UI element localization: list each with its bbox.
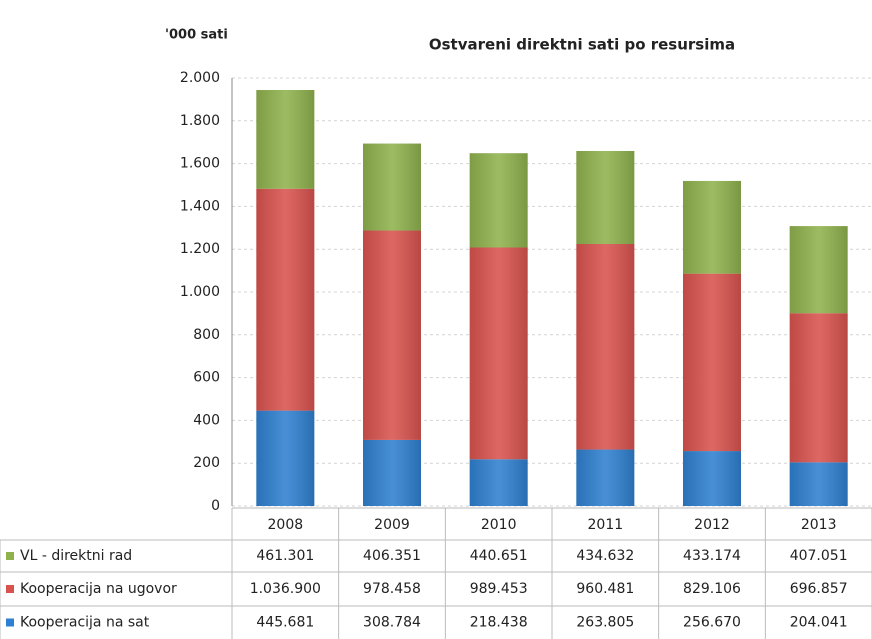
y-tick-label: 200 [193, 455, 220, 471]
bar-shade [256, 410, 315, 506]
y-tick-label: 1.400 [180, 198, 220, 214]
y-tick-label: 1.800 [180, 113, 220, 129]
bar-shade [469, 247, 528, 460]
data-label: 263.805 [576, 615, 634, 631]
data-label: 406.351 [363, 548, 421, 564]
data-label: 989.453 [470, 581, 528, 597]
data-label: 434.632 [576, 548, 634, 564]
data-label: 696.857 [790, 581, 848, 597]
x-tick-label: 2009 [374, 517, 410, 533]
data-label: 433.174 [683, 548, 741, 564]
bar-shade [789, 226, 848, 314]
data-label: 407.051 [790, 548, 848, 564]
y-tick-label: 800 [193, 327, 220, 343]
bar-shade [256, 90, 315, 189]
data-label: 960.481 [576, 581, 634, 597]
bar-shade [683, 451, 741, 506]
legend-label: VL - direktni rad [20, 548, 132, 564]
x-tick-label: 2013 [801, 517, 837, 533]
data-label: 445.681 [256, 615, 314, 631]
x-tick-label: 2010 [481, 517, 517, 533]
legend-label: Kooperacija na ugovor [20, 581, 177, 597]
y-tick-label: 600 [193, 370, 220, 386]
data-label: 308.784 [363, 615, 421, 631]
bar-shade [363, 230, 421, 440]
legend-swatch [6, 552, 14, 560]
data-label: 256.670 [683, 615, 741, 631]
data-label: 218.438 [470, 615, 528, 631]
data-label: 978.458 [363, 581, 421, 597]
bar-shade [469, 153, 528, 248]
y-tick-label: 1.600 [180, 156, 220, 172]
data-label: 440.651 [470, 548, 528, 564]
x-tick-label: 2011 [588, 517, 624, 533]
data-label: 829.106 [683, 581, 741, 597]
legend-label: Kooperacija na sat [20, 615, 150, 631]
y-tick-label: 2.000 [180, 70, 220, 86]
bar-shade [683, 273, 741, 452]
bar-shade [576, 244, 635, 450]
bar-shade [576, 449, 635, 506]
data-label: 1.036.900 [250, 581, 321, 597]
y-tick-label: 1.000 [180, 284, 220, 300]
bar-shade [789, 462, 848, 506]
data-label: 204.041 [790, 615, 848, 631]
legend-swatch [6, 618, 14, 627]
bar-shade [683, 180, 741, 274]
x-tick-label: 2008 [268, 517, 304, 533]
y-tick-label: 400 [193, 412, 220, 428]
bar-shade [469, 459, 528, 506]
chart-title: Ostvareni direktni sati po resursima [429, 36, 735, 54]
legend-swatch [6, 585, 14, 593]
y-tick-label: 0 [211, 498, 220, 514]
y-tick-label: 1.200 [180, 241, 220, 257]
bar-shade [789, 313, 848, 463]
bar-shade [256, 188, 315, 411]
data-label: 461.301 [256, 548, 314, 564]
bar-shade [576, 150, 635, 245]
bar-shade [363, 439, 421, 506]
bar-shade [363, 143, 421, 231]
x-tick-label: 2012 [694, 517, 730, 533]
y-axis-label: '000 sati [165, 28, 228, 43]
